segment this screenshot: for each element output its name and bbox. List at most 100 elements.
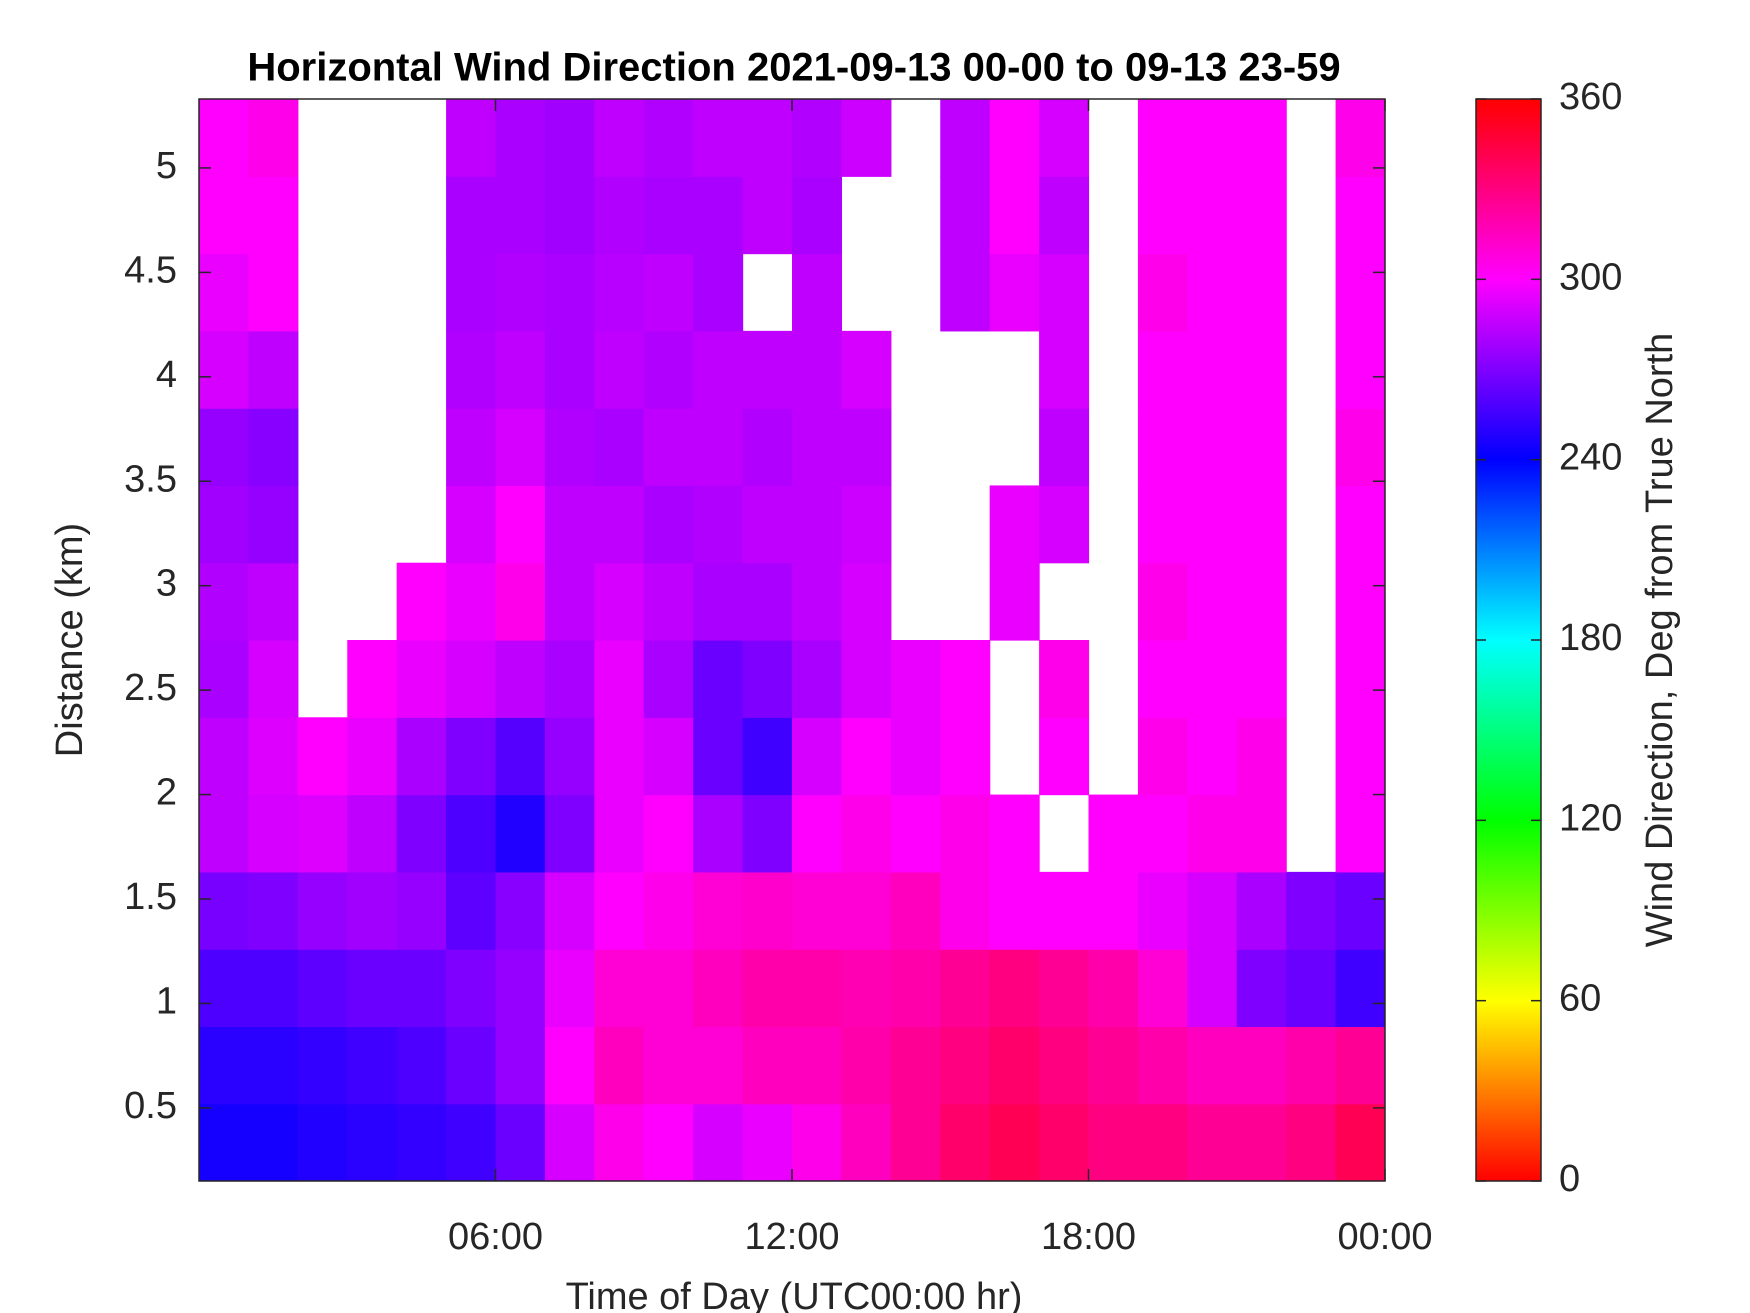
- heatmap-cell: [1236, 176, 1287, 255]
- heatmap-cell: [594, 717, 645, 796]
- heatmap-cell: [841, 717, 892, 796]
- heatmap-cell: [1187, 176, 1238, 255]
- heatmap-cell: [199, 485, 250, 564]
- heatmap-cell: [841, 949, 892, 1028]
- heatmap-cell: [199, 1026, 250, 1105]
- heatmap-cell: [544, 1103, 595, 1181]
- heatmap-cell: [248, 408, 299, 487]
- heatmap-cell: [1286, 1103, 1337, 1181]
- y-tick-label: 0.5: [124, 1085, 177, 1127]
- heatmap-cell: [890, 1026, 941, 1105]
- heatmap-cell: [1039, 640, 1090, 718]
- heatmap-cell: [248, 717, 299, 796]
- heatmap-cell: [643, 949, 694, 1028]
- heatmap-cell: [693, 794, 744, 873]
- heatmap-cell: [742, 176, 793, 255]
- heatmap-cell: [1335, 176, 1385, 255]
- heatmap-cell: [643, 253, 694, 332]
- heatmap-cell: [1187, 562, 1238, 641]
- heatmap-cell: [841, 640, 892, 718]
- heatmap-cell: [1236, 640, 1287, 718]
- x-tick-label: 12:00: [744, 1216, 839, 1258]
- heatmap-cell: [742, 949, 793, 1028]
- heatmap-cell: [544, 949, 595, 1028]
- heatmap-cell: [248, 99, 299, 177]
- heatmap-cell: [1137, 176, 1188, 255]
- heatmap-cell: [940, 871, 991, 950]
- heatmap-cell: [742, 1026, 793, 1105]
- heatmap-cell: [594, 485, 645, 564]
- heatmap-cell: [1236, 794, 1287, 873]
- heatmap-cell: [297, 717, 348, 796]
- heatmap-cell: [1335, 717, 1385, 796]
- heatmap-cell: [199, 871, 250, 950]
- y-tick-label: 4: [156, 354, 177, 396]
- heatmap-cell: [643, 330, 694, 409]
- y-tick-label: 1: [156, 980, 177, 1022]
- heatmap-cell: [1335, 640, 1385, 718]
- heatmap-cell: [841, 794, 892, 873]
- heatmap-cell: [1187, 253, 1238, 332]
- heatmap-cell: [1286, 871, 1337, 950]
- heatmap-cell: [1137, 408, 1188, 487]
- y-tick-label: 1.5: [124, 876, 177, 918]
- heatmap-cell: [989, 871, 1040, 950]
- heatmap-cell: [792, 717, 843, 796]
- heatmap-cell: [594, 176, 645, 255]
- colorbar-tick-label: 60: [1559, 978, 1601, 1020]
- heatmap-cell: [742, 562, 793, 641]
- heatmap-cell: [594, 640, 645, 718]
- heatmap-cell: [1088, 1103, 1139, 1181]
- heatmap-cell: [742, 871, 793, 950]
- heatmap-cell: [1137, 640, 1188, 718]
- heatmap-cell: [495, 1026, 546, 1105]
- heatmap-cell: [693, 871, 744, 950]
- heatmap-cell: [1335, 1103, 1385, 1181]
- heatmap-cell: [594, 1026, 645, 1105]
- heatmap-cell: [544, 562, 595, 641]
- heatmap-cell: [396, 562, 447, 641]
- heatmap-cell: [396, 640, 447, 718]
- y-tick-label: 3.5: [124, 458, 177, 500]
- heatmap-cell: [1236, 1103, 1287, 1181]
- heatmap-cell: [446, 640, 497, 718]
- heatmap-cell: [199, 640, 250, 718]
- heatmap-cell: [1187, 871, 1238, 950]
- heatmap-cell: [199, 562, 250, 641]
- heatmap-cell: [1286, 1026, 1337, 1105]
- heatmap-cell: [792, 330, 843, 409]
- heatmap-cell: [248, 1026, 299, 1105]
- heatmap-cell: [1039, 1103, 1090, 1181]
- heatmap-cell: [1236, 949, 1287, 1028]
- heatmap-cell: [248, 485, 299, 564]
- heatmap-cell: [792, 99, 843, 177]
- heatmap-cell: [643, 717, 694, 796]
- heatmap-cell: [446, 99, 497, 177]
- heatmap-cell: [1335, 253, 1385, 332]
- heatmap-cell: [643, 176, 694, 255]
- heatmap-cell: [989, 253, 1040, 332]
- heatmap-cell: [446, 176, 497, 255]
- heatmap-cell: [495, 253, 546, 332]
- heatmap-cell: [940, 1103, 991, 1181]
- heatmap-cell: [544, 871, 595, 950]
- heatmap-cell: [841, 330, 892, 409]
- heatmap-cell: [1039, 871, 1090, 950]
- heatmap-cell: [495, 562, 546, 641]
- heatmap-cell: [792, 408, 843, 487]
- heatmap-cell: [347, 794, 398, 873]
- x-axis-label: Time of Day (UTC00:00 hr): [566, 1276, 1023, 1313]
- heatmap-cell: [248, 640, 299, 718]
- heatmap-cell: [544, 176, 595, 255]
- y-tick-label: 2: [156, 772, 177, 814]
- heatmap-cell: [446, 871, 497, 950]
- heatmap-cell: [1187, 640, 1238, 718]
- heatmap-cell: [1137, 99, 1188, 177]
- heatmap-cell: [1187, 949, 1238, 1028]
- heatmap-cell: [594, 253, 645, 332]
- heatmap-cell: [1137, 330, 1188, 409]
- heatmap-cell: [495, 794, 546, 873]
- heatmap-cell: [940, 949, 991, 1028]
- heatmap-cell: [742, 794, 793, 873]
- heatmap-cell: [199, 176, 250, 255]
